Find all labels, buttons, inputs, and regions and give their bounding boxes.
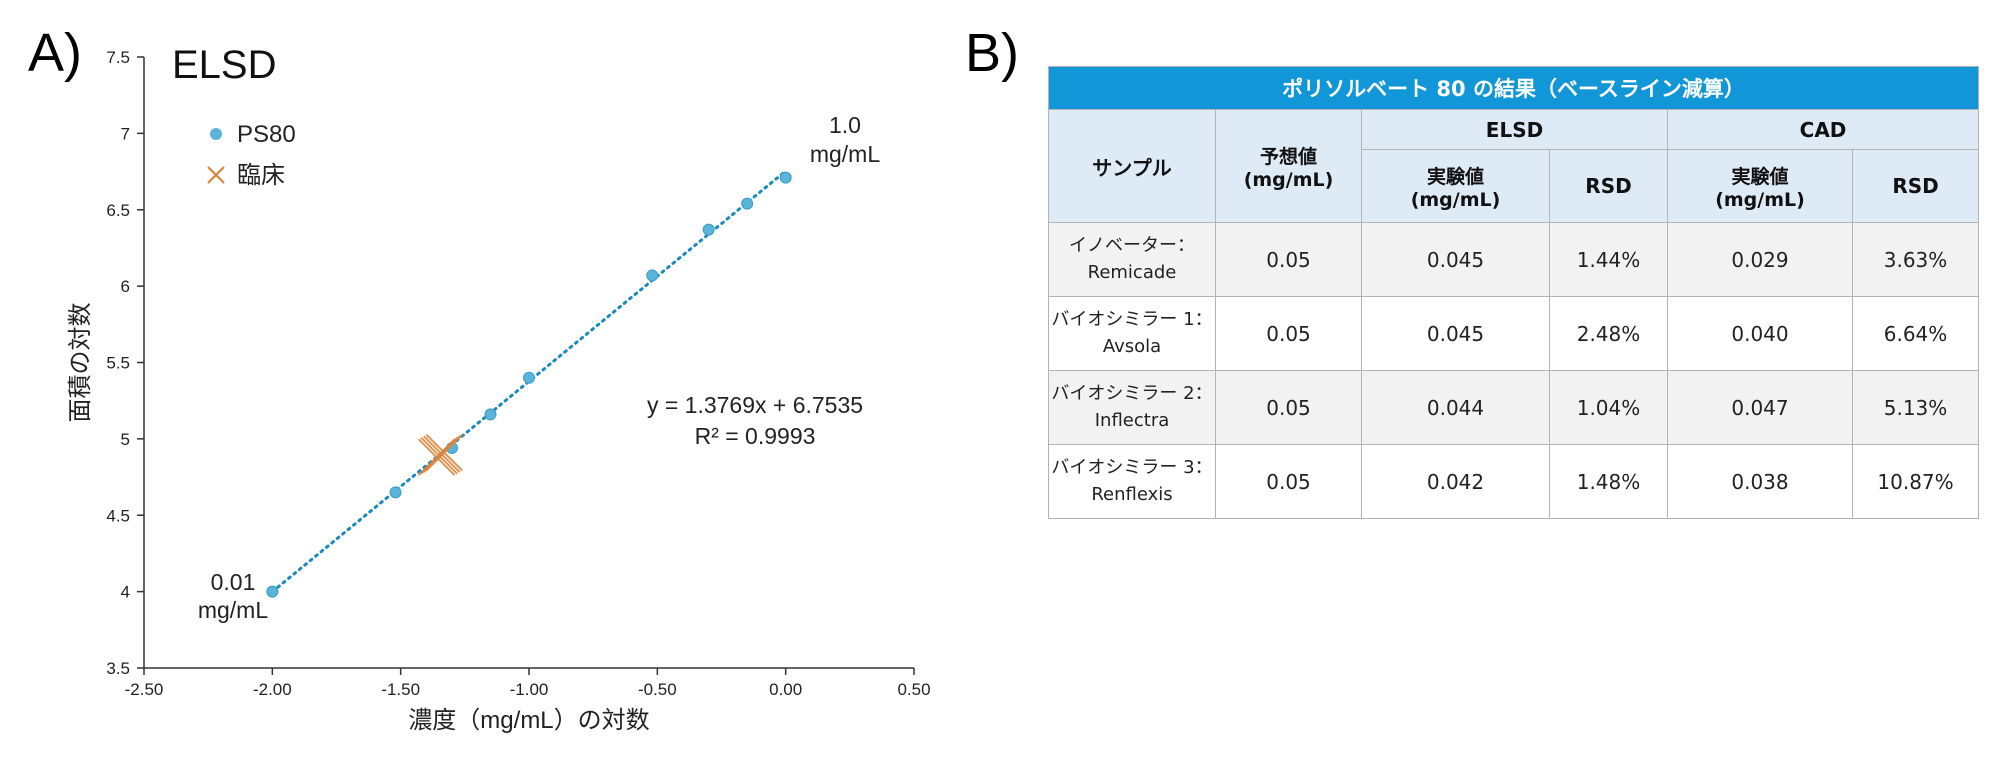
sample-cell: バイオシミラー 3： Renflexis xyxy=(1048,444,1216,519)
ps80-point xyxy=(702,223,715,236)
table-row: バイオシミラー 1： Avsola 0.05 0.045 2.48% 0.040… xyxy=(1048,296,1980,371)
cad-value-cell: 0.029 xyxy=(1667,222,1853,297)
x-tick-label: -0.50 xyxy=(638,680,677,699)
y-tick-label: 6 xyxy=(121,277,130,296)
group-header-elsd: ELSD xyxy=(1361,109,1668,150)
col-header-cad-measured: 実験値 (mg/mL) xyxy=(1667,149,1853,223)
x-tick-label: -1.00 xyxy=(510,680,549,699)
sample-line2: Remicade xyxy=(1087,261,1177,283)
sample-line1: イノベーター： xyxy=(1069,235,1195,257)
col-header-expected: 予想値 (mg/mL) xyxy=(1215,109,1362,223)
ps80-point xyxy=(741,197,754,210)
sample-line1: バイオシミラー 2： xyxy=(1051,383,1213,405)
annotation-low-value: 0.01 xyxy=(211,569,256,595)
col-header-cad-measured-line1: 実験値 xyxy=(1731,165,1789,188)
col-header-elsd-rsd: RSD xyxy=(1549,149,1668,223)
y-tick-label: 7.5 xyxy=(106,48,130,67)
col-header-elsd-measured-line2: (mg/mL) xyxy=(1410,188,1501,211)
legend-label-clinical: 臨床 xyxy=(237,162,285,189)
trendline-r-squared: R² = 0.9993 xyxy=(695,423,816,449)
cad-value-cell: 0.038 xyxy=(1667,444,1853,519)
elsd-rsd-cell: 1.44% xyxy=(1549,222,1668,297)
cad-value-cell: 0.047 xyxy=(1667,370,1853,445)
sample-line1: バイオシミラー 1： xyxy=(1051,309,1213,331)
annotation-high-value: 1.0 xyxy=(829,112,861,138)
expected-cell: 0.05 xyxy=(1215,222,1362,297)
y-tick-label: 5.5 xyxy=(106,354,130,373)
elsd-rsd-cell: 1.04% xyxy=(1549,370,1668,445)
legend-marker-ps80 xyxy=(210,128,222,140)
annotation-low-unit: mg/mL xyxy=(198,597,269,623)
y-tick-label: 6.5 xyxy=(106,201,130,220)
group-header-cad: CAD xyxy=(1666,109,1980,150)
x-tick-label: 0.00 xyxy=(769,680,802,699)
cad-rsd-cell: 10.87% xyxy=(1851,444,1980,519)
elsd-value-cell: 0.044 xyxy=(1361,370,1550,445)
clinical-point xyxy=(425,433,464,472)
col-header-sample: サンプル xyxy=(1048,109,1216,223)
cad-rsd-cell: 3.63% xyxy=(1851,222,1980,297)
elsd-value-cell: 0.045 xyxy=(1361,222,1550,297)
x-tick-label: -2.50 xyxy=(125,680,164,699)
col-header-expected-line1: 予想値 xyxy=(1259,145,1317,168)
results-table-container: ポリソルベート 80 の結果（ベースライン減算） サンプル 予想値 (mg/mL… xyxy=(1047,66,1980,519)
table-row: バイオシミラー 3： Renflexis 0.05 0.042 1.48% 0.… xyxy=(1048,444,1980,519)
sample-cell: バイオシミラー 2： Inflectra xyxy=(1048,370,1216,445)
y-axis-label: 面積の対数 xyxy=(67,303,94,423)
sample-line2: Inflectra xyxy=(1094,409,1170,431)
elsd-rsd-cell: 1.48% xyxy=(1549,444,1668,519)
annotation-high-unit: mg/mL xyxy=(810,141,881,167)
ps80-point xyxy=(779,171,792,184)
col-header-cad-measured-line2: (mg/mL) xyxy=(1715,188,1805,211)
col-header-expected-line2: (mg/mL) xyxy=(1243,168,1334,191)
col-header-elsd-measured: 実験値 (mg/mL) xyxy=(1361,149,1550,223)
elsd-value-cell: 0.045 xyxy=(1361,296,1550,371)
sample-cell: バイオシミラー 1： Avsola xyxy=(1048,296,1216,371)
panel-a-label: A) xyxy=(28,23,82,83)
x-tick-label: -1.50 xyxy=(381,680,420,699)
ps80-point xyxy=(266,585,279,598)
ps80-results-table: ポリソルベート 80 の結果（ベースライン減算） サンプル 予想値 (mg/mL… xyxy=(1047,66,1980,519)
legend-marker-clinical xyxy=(207,166,225,184)
cad-rsd-cell: 6.64% xyxy=(1851,296,1980,371)
panel-b-label: B) xyxy=(965,23,1019,83)
col-header-elsd-measured-line1: 実験値 xyxy=(1426,165,1484,188)
ps80-point xyxy=(646,269,659,282)
table-row: バイオシミラー 2： Inflectra 0.05 0.044 1.04% 0.… xyxy=(1048,370,1980,445)
elsd-rsd-cell: 2.48% xyxy=(1549,296,1668,371)
y-tick-label: 4 xyxy=(121,583,130,602)
chart-title: ELSD xyxy=(172,43,277,87)
elsd-calibration-chart: -2.50 -2.00 -1.50 -1.00 -0.50 0.00 0.50 3.5 4 4.5… xyxy=(67,43,931,734)
sample-line2: Renflexis xyxy=(1091,483,1173,505)
cad-value-cell: 0.040 xyxy=(1667,296,1853,371)
sample-cell: イノベーター： Remicade xyxy=(1048,222,1216,297)
x-axis-label: 濃度（mg/mL）の対数 xyxy=(408,707,649,734)
table-row: イノベーター： Remicade 0.05 0.045 1.44% 0.029 … xyxy=(1048,222,1980,297)
x-tick-label: 0.50 xyxy=(897,680,930,699)
trendline-equation: y = 1.3769x + 6.7535 xyxy=(647,392,863,418)
y-tick-label: 5 xyxy=(121,430,130,449)
expected-cell: 0.05 xyxy=(1215,370,1362,445)
legend-label-ps80: PS80 xyxy=(237,121,296,148)
y-tick-label: 3.5 xyxy=(106,659,130,678)
ps80-point xyxy=(389,486,402,499)
elsd-value-cell: 0.042 xyxy=(1361,444,1550,519)
ps80-point xyxy=(484,408,497,421)
sample-line1: バイオシミラー 3： xyxy=(1051,457,1213,479)
expected-cell: 0.05 xyxy=(1215,296,1362,371)
expected-cell: 0.05 xyxy=(1215,444,1362,519)
cad-rsd-cell: 5.13% xyxy=(1851,370,1980,445)
x-tick-label: -2.00 xyxy=(253,680,292,699)
y-tick-label: 4.5 xyxy=(106,506,130,525)
ps80-point xyxy=(523,371,535,384)
col-header-cad-rsd: RSD xyxy=(1851,149,1980,223)
table-title: ポリソルベート 80 の結果（ベースライン減算） xyxy=(1047,66,1980,110)
sample-line2: Avsola xyxy=(1102,335,1162,357)
y-tick-label: 7 xyxy=(121,124,130,143)
